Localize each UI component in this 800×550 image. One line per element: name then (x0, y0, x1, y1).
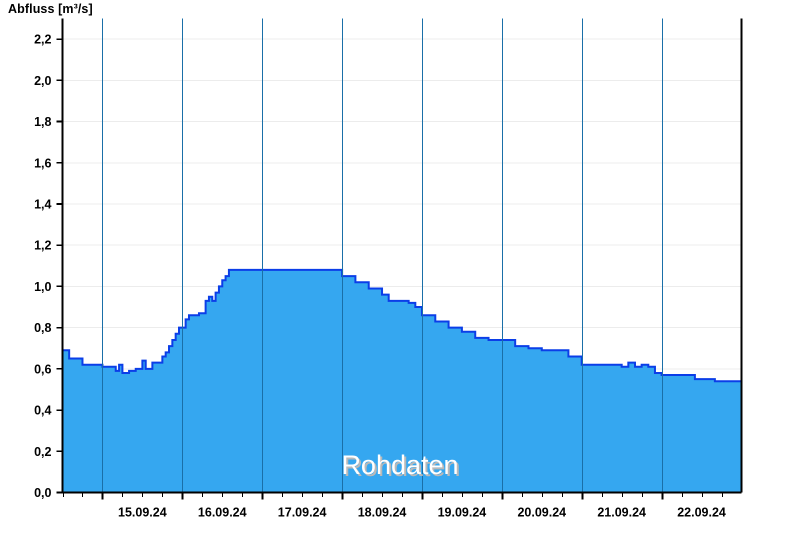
y-tick-label: 1,8 (34, 115, 51, 129)
y-tick-label: 1,2 (34, 239, 51, 253)
day-separator-group (102, 18, 663, 493)
y-tick-label: 0,8 (34, 321, 51, 335)
chart-title: Abfluss [m³/s] (8, 2, 93, 16)
series-line (62, 268, 743, 390)
series-fill (62, 269, 742, 493)
x-tick-label: 19.09.24 (438, 506, 487, 520)
y-tick-label: 0,6 (34, 362, 51, 376)
y-tick-group: 0,0 0,2 0,4 0,6 0,8 1,0 1,2 1,4 1,6 1,8 2,0 2,2 (34, 33, 63, 500)
x-tick-label: 18.09.24 (358, 506, 407, 520)
y-tick-label: 0,4 (34, 404, 51, 418)
watermark-label: Rohdaten (341, 450, 458, 480)
x-tick-label: 17.09.24 (278, 506, 327, 520)
y-tick-label: 1,0 (34, 280, 51, 294)
y-tick-label: 0,2 (34, 445, 51, 459)
y-tick-label: 2,0 (34, 74, 51, 88)
x-tick-label: 16.09.24 (198, 506, 247, 520)
x-tick-group: 15.09.24 16.09.24 17.09.24 18.09.24 19.09.24… (63, 492, 726, 520)
series-area-group (62, 268, 743, 493)
x-tick-label: 21.09.24 (597, 506, 646, 520)
y-tick-label: 0,0 (34, 486, 51, 500)
y-tick-label: 1,4 (34, 197, 51, 211)
x-tick-label: 20.09.24 (517, 506, 566, 520)
x-tick-label: 22.09.24 (677, 506, 726, 520)
x-tick-label: 15.09.24 (118, 506, 167, 520)
y-tick-label: 2,2 (34, 33, 51, 47)
watermark-shadow-text: Rohdaten (343, 452, 460, 482)
y-tick-label: 1,6 (34, 156, 51, 170)
